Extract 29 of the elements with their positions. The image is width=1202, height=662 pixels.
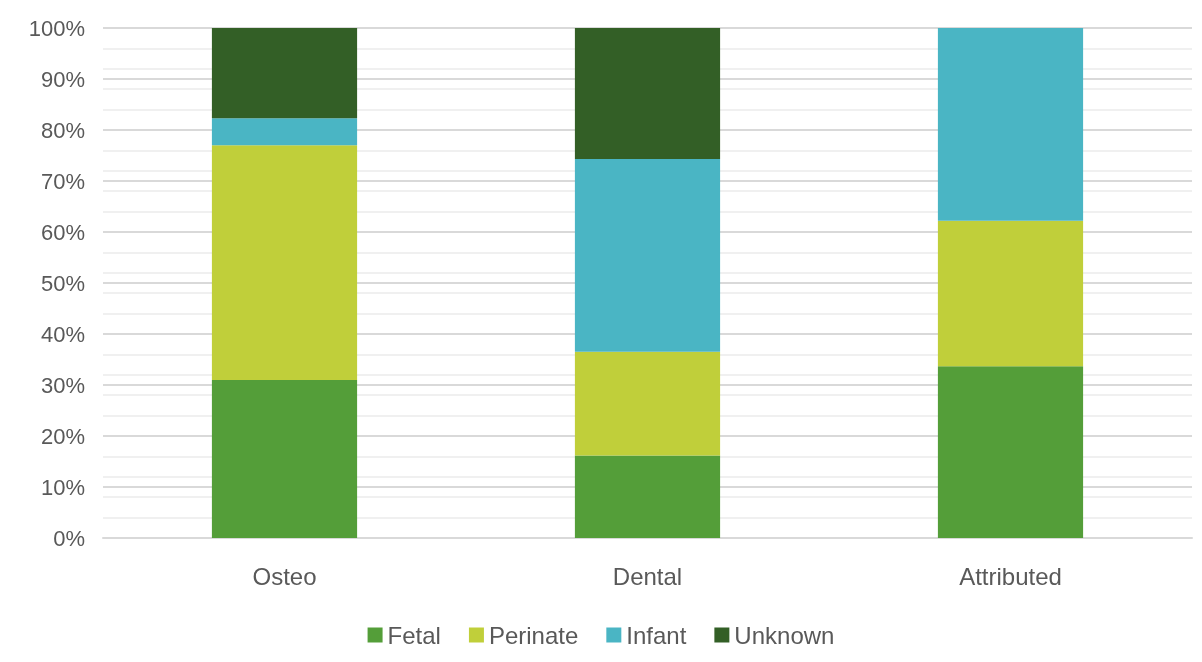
y-tick-label: 60% <box>40 219 85 245</box>
y-tick-label: 80% <box>40 117 85 143</box>
y-tick-label: 90% <box>40 66 85 92</box>
bar <box>211 145 358 380</box>
bar <box>574 159 721 352</box>
legend-label: Perinate <box>488 621 579 649</box>
y-tick-label: 0% <box>53 525 85 551</box>
bar <box>937 366 1084 538</box>
y-tick-label: 50% <box>40 270 85 296</box>
x-tick-label: Attributed <box>959 562 1062 590</box>
bar <box>211 28 358 119</box>
bar <box>937 28 1084 221</box>
x-tick-label: Osteo <box>252 562 317 590</box>
bar <box>574 455 721 538</box>
bar <box>211 379 358 538</box>
bar <box>574 351 721 456</box>
y-tick-label: 100% <box>28 15 85 41</box>
y-tick-label: 70% <box>40 168 85 194</box>
x-tick-label: Dental <box>612 562 683 590</box>
bar <box>574 28 721 160</box>
bar <box>937 220 1084 367</box>
legend-label: Fetal <box>387 621 441 649</box>
y-tick-label: 10% <box>40 474 85 500</box>
y-tick-label: 20% <box>40 423 85 449</box>
y-tick-label: 30% <box>40 372 85 398</box>
y-tick-label: 40% <box>40 321 85 347</box>
legend-label: Infant <box>626 621 687 649</box>
legend-label: Unknown <box>734 621 835 649</box>
bar <box>211 118 358 146</box>
